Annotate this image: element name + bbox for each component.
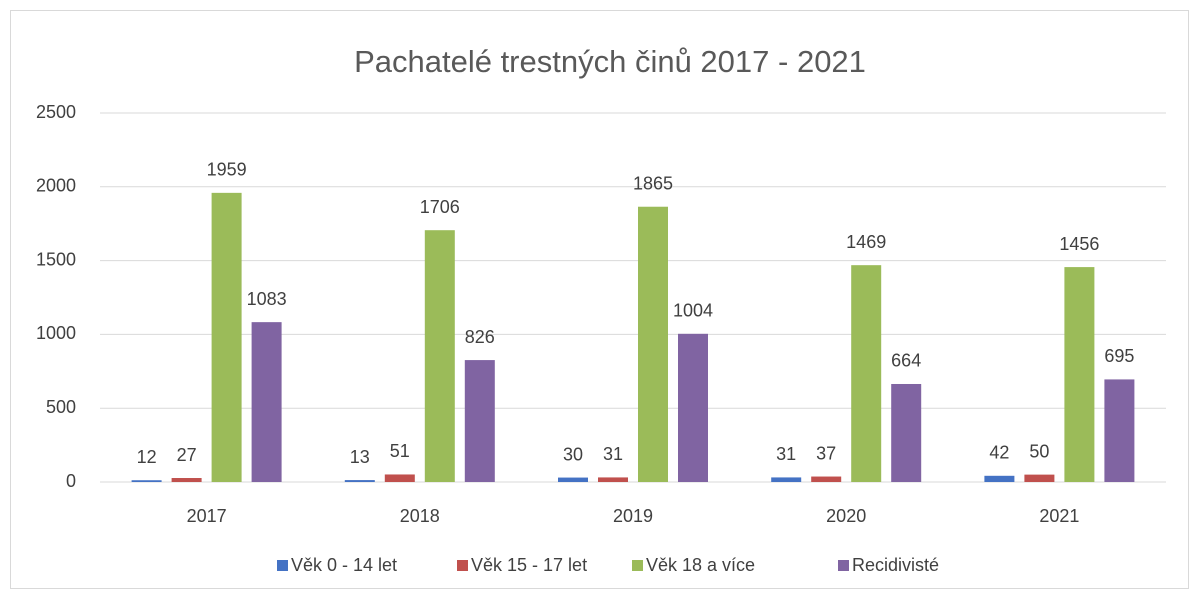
legend-label: Recidivisté <box>852 555 939 575</box>
y-tick-label: 1500 <box>36 249 76 269</box>
data-label: 50 <box>1029 441 1049 461</box>
data-label: 31 <box>603 444 623 464</box>
data-label: 695 <box>1104 346 1134 366</box>
legend-label: Věk 18 a více <box>646 555 755 575</box>
x-tick-label: 2017 <box>187 506 227 526</box>
legend-swatch <box>277 560 288 571</box>
x-tick-label: 2021 <box>1039 506 1079 526</box>
data-label: 664 <box>891 351 921 371</box>
x-tick-label: 2018 <box>400 506 440 526</box>
chart-title: Pachatelé trestných činů 2017 - 2021 <box>354 44 866 79</box>
y-tick-label: 2500 <box>36 102 76 122</box>
x-tick-label: 2019 <box>613 506 653 526</box>
bar <box>598 477 628 482</box>
legend-swatch <box>838 560 849 571</box>
bar <box>1024 474 1055 482</box>
bar <box>344 480 375 482</box>
y-tick-label: 0 <box>66 471 76 491</box>
bar <box>131 480 162 482</box>
data-label: 826 <box>465 327 495 347</box>
bar <box>211 192 242 482</box>
data-label: 27 <box>177 445 197 465</box>
y-tick-label: 500 <box>46 397 76 417</box>
data-label: 1469 <box>846 232 886 252</box>
bar <box>638 206 668 482</box>
bar <box>1104 379 1135 482</box>
legend-swatch <box>632 560 643 571</box>
data-label: 42 <box>989 443 1009 463</box>
bar <box>424 230 455 482</box>
bar <box>771 477 802 482</box>
bar <box>811 476 842 482</box>
data-label: 1706 <box>420 197 460 217</box>
data-label: 37 <box>816 443 836 463</box>
data-label: 1456 <box>1059 234 1099 254</box>
legend-label: Věk 0 - 14 let <box>291 555 397 575</box>
x-tick-label: 2020 <box>826 506 866 526</box>
bar <box>171 478 202 482</box>
data-label: 31 <box>776 444 796 464</box>
data-label: 30 <box>563 444 583 464</box>
data-label: 1959 <box>207 160 247 180</box>
bar <box>558 477 588 482</box>
data-label: 51 <box>390 441 410 461</box>
bar <box>464 360 495 482</box>
bar <box>891 383 922 482</box>
data-label: 1865 <box>633 173 673 193</box>
data-label: 1004 <box>673 301 713 321</box>
bar <box>678 333 708 482</box>
bar <box>984 475 1015 482</box>
bar <box>851 265 882 482</box>
data-label: 12 <box>137 447 157 467</box>
bar <box>251 322 282 482</box>
y-tick-label: 1000 <box>36 323 76 343</box>
data-label: 1083 <box>247 289 287 309</box>
data-label: 13 <box>350 447 370 467</box>
y-tick-label: 2000 <box>36 176 76 196</box>
chart-border <box>10 10 1189 589</box>
legend-label: Věk 15 - 17 let <box>471 555 587 575</box>
bar <box>1064 267 1095 482</box>
bar <box>384 474 415 482</box>
legend-swatch <box>457 560 468 571</box>
